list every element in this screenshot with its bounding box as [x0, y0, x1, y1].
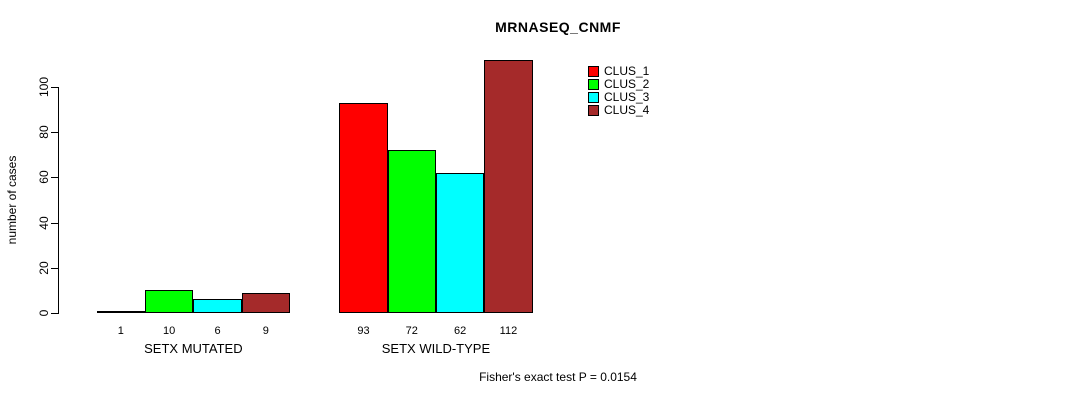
y-axis-tick-label: 20 — [37, 261, 51, 275]
y-axis-tick-label: 40 — [37, 215, 51, 230]
y-axis-line — [58, 87, 59, 314]
bar-clus_2-group2 — [387, 150, 436, 313]
legend-label: CLUS_3 — [604, 90, 650, 104]
legend-item-clus_4: CLUS_4 — [588, 104, 649, 117]
bar-clus_1-group2 — [339, 102, 388, 313]
bar-value-label: 62 — [453, 325, 467, 337]
bar-clus_4-group1 — [241, 292, 291, 313]
x-category-label: SETX WILD-TYPE — [381, 341, 491, 356]
bar-value-label: 93 — [357, 325, 370, 337]
bar-clus_3-group1 — [193, 299, 242, 313]
y-axis-tick — [51, 177, 58, 179]
legend-label: CLUS_2 — [604, 77, 650, 91]
bar-clus_4-group2 — [484, 59, 533, 313]
bar-clus_2-group1 — [145, 290, 194, 313]
y-axis-label: number of cases — [5, 155, 19, 245]
y-axis-tick-label: 100 — [37, 76, 51, 98]
annotation-text: Fisher's exact test P = 0.0154 — [479, 370, 637, 384]
bar-clus_3-group2 — [435, 172, 485, 313]
legend-item-clus_2: CLUS_2 — [588, 78, 649, 91]
bar-value-label: 6 — [214, 325, 221, 337]
bar-value-label: 9 — [262, 325, 269, 337]
legend-swatch-icon — [588, 92, 599, 103]
legend-label: CLUS_1 — [604, 64, 650, 78]
bar-value-label: 1 — [117, 325, 124, 337]
bar-value-label: 10 — [163, 325, 176, 337]
legend-swatch-icon — [588, 105, 599, 116]
bar-value-label: 72 — [405, 325, 418, 337]
y-axis-tick — [51, 132, 58, 134]
chart-title: MRNASEQ_CNMF — [495, 19, 621, 35]
y-axis-tick — [51, 313, 58, 314]
x-category-label: SETX MUTATED — [144, 341, 243, 356]
y-axis-tick — [51, 87, 58, 88]
y-axis-tick-label: 60 — [37, 170, 51, 185]
y-axis-tick — [51, 222, 58, 224]
legend: CLUS_1 CLUS_2 CLUS_3 CLUS_4 — [588, 65, 649, 117]
bar-clus_1-group1 — [96, 310, 146, 313]
legend-item-clus_1: CLUS_1 — [588, 65, 649, 78]
legend-swatch-icon — [588, 79, 599, 90]
bar-value-label: 112 — [499, 325, 518, 337]
legend-item-clus_3: CLUS_3 — [588, 91, 649, 104]
y-axis-tick-label: 80 — [37, 125, 51, 139]
legend-swatch-icon — [588, 66, 599, 77]
y-axis-tick-label: 0 — [37, 309, 51, 317]
legend-label: CLUS_4 — [604, 103, 650, 117]
y-axis-tick — [51, 267, 58, 269]
